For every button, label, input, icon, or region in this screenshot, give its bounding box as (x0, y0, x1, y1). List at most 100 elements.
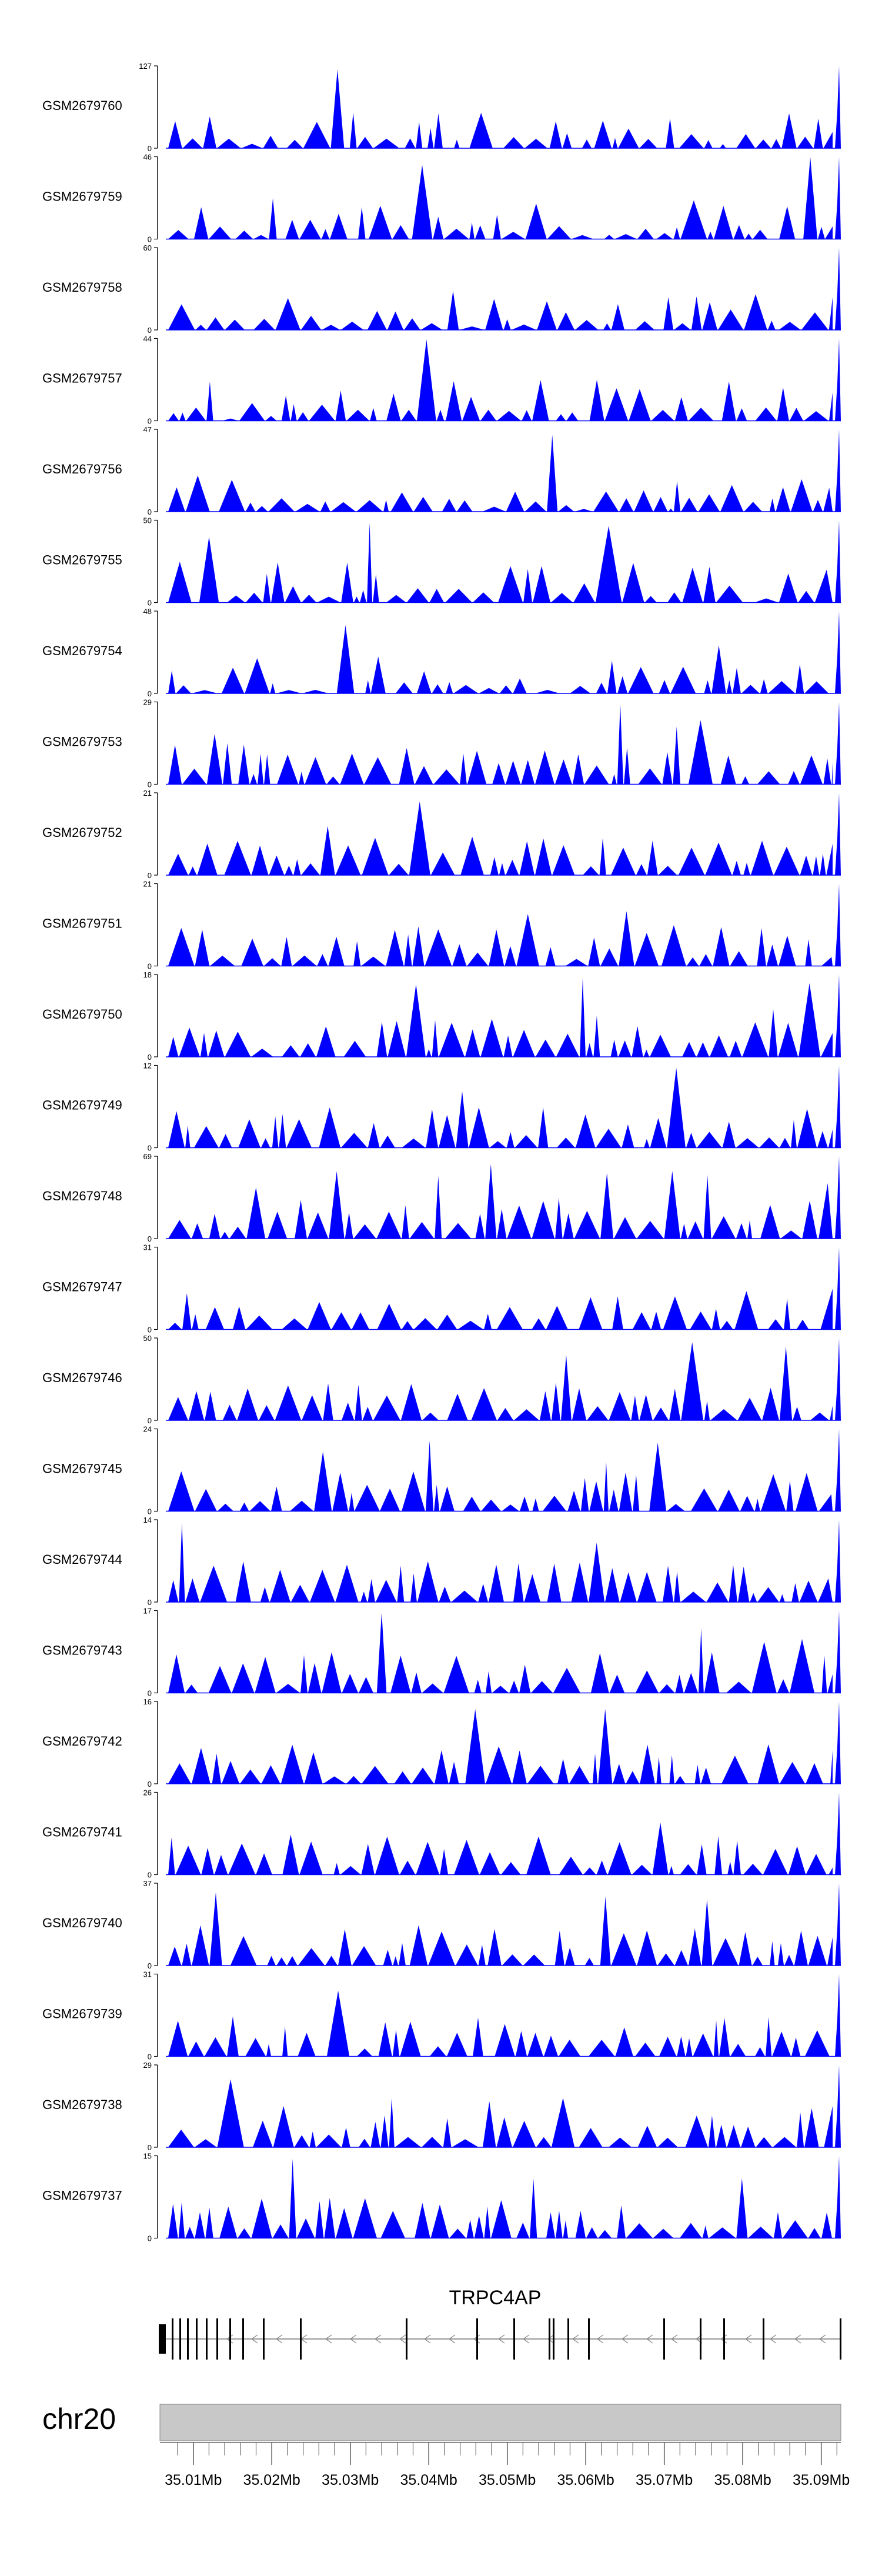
coverage-area (166, 2155, 841, 2238)
track-label: GSM2679746 (42, 1370, 122, 1385)
y-tick-label-max: 69 (143, 1152, 152, 1161)
track-label: GSM2679760 (42, 98, 122, 113)
gene-exon (229, 2318, 231, 2360)
strand-arrow-icon (596, 2334, 604, 2344)
strand-arrow-icon (497, 2334, 505, 2344)
y-tick-label-max: 46 (143, 153, 152, 162)
y-tick-label-min: 0 (148, 1234, 152, 1243)
genome-axis-tick-label: 35.04Mb (400, 2472, 457, 2488)
chromosome-ideogram (159, 2404, 841, 2441)
track-label: GSM2679755 (42, 553, 122, 568)
gene-exon (549, 2318, 550, 2360)
track-label: GSM2679743 (42, 1643, 122, 1658)
gene-exon (567, 2318, 569, 2360)
gene-exon (840, 2318, 841, 2360)
coverage-area (166, 702, 841, 785)
gene-exon (663, 2318, 665, 2360)
gene-exon (172, 2318, 173, 2360)
coverage-area (166, 1974, 841, 2057)
strand-arrow-icon (621, 2334, 629, 2344)
y-tick-label-max: 31 (143, 1970, 152, 1979)
gene-exon (476, 2318, 478, 2360)
coverage-area (166, 793, 841, 875)
y-tick-label-min: 0 (148, 417, 152, 426)
coverage-area (166, 1065, 841, 1148)
coverage-area (166, 611, 841, 693)
gene-exon (187, 2318, 189, 2360)
gene-exon (763, 2318, 764, 2360)
y-tick-label-min: 0 (148, 780, 152, 789)
y-tick-label-max: 12 (143, 1062, 152, 1070)
coverage-area (166, 520, 841, 603)
gene-exon (406, 2318, 407, 2360)
y-tick-label-max: 15 (143, 2152, 152, 2161)
y-tick-label-max: 127 (139, 62, 152, 71)
genome-axis-tick-label: 35.08Mb (714, 2472, 771, 2488)
y-tick-label-min: 0 (148, 2053, 152, 2061)
strand-arrow-icon (794, 2334, 801, 2344)
coverage-area (166, 1156, 841, 1239)
genome-axis-tick-label: 35.09Mb (793, 2472, 850, 2488)
y-tick-label-max: 37 (143, 1879, 152, 1888)
strand-arrow-icon (572, 2334, 579, 2344)
y-tick-label-min: 0 (148, 144, 152, 153)
track-label: GSM2679752 (42, 825, 122, 840)
gene-exon (179, 2318, 181, 2360)
track-label: GSM2679750 (42, 1007, 122, 1022)
track-label: GSM2679748 (42, 1189, 122, 1203)
y-tick-label-max: 50 (143, 516, 152, 525)
coverage-area (166, 1247, 841, 1330)
strand-arrow-icon (399, 2334, 406, 2344)
y-tick-label-min: 0 (148, 1871, 152, 1880)
gene-exon (263, 2318, 265, 2360)
coverage-area (166, 1338, 841, 1420)
y-tick-label-min: 0 (148, 1598, 152, 1607)
y-tick-label-max: 14 (143, 1516, 152, 1524)
strand-arrow-icon (250, 2334, 258, 2344)
coverage-area (166, 1610, 841, 1693)
strand-arrow-icon (423, 2334, 431, 2344)
gene-exon (588, 2318, 590, 2360)
chromosome-label: chr20 (42, 2403, 116, 2435)
y-tick-label-min: 0 (148, 1507, 152, 1516)
strand-arrow-icon (374, 2334, 382, 2344)
y-tick-label-max: 44 (143, 335, 152, 343)
strand-arrow-icon (522, 2334, 530, 2344)
genome-axis-tick-label: 35.06Mb (557, 2472, 614, 2488)
gene-exon (242, 2318, 244, 2360)
y-tick-label-max: 24 (143, 1425, 152, 1434)
strand-arrow-icon (448, 2334, 456, 2344)
genome-axis-tick-label: 35.03Mb (322, 2472, 379, 2488)
strand-arrow-icon (325, 2334, 332, 2344)
track-label: GSM2679741 (42, 1825, 122, 1840)
gene-exon (216, 2318, 218, 2360)
y-tick-label-max: 18 (143, 970, 152, 979)
track-label: GSM2679740 (42, 1916, 122, 1930)
genome-axis-tick-label: 35.02Mb (243, 2472, 300, 2488)
y-tick-label-max: 60 (143, 243, 152, 252)
coverage-area (166, 338, 841, 421)
gene-exon (206, 2318, 208, 2360)
y-tick-label-min: 0 (148, 1689, 152, 1698)
y-tick-label-min: 0 (148, 962, 152, 971)
genome-axis-tick-label: 35.05Mb (479, 2472, 536, 2488)
track-label: GSM2679753 (42, 735, 122, 749)
strand-arrow-icon (349, 2334, 357, 2344)
gene-exon (723, 2318, 725, 2360)
track-label: GSM2679749 (42, 1098, 122, 1113)
strand-arrow-icon (670, 2334, 678, 2344)
coverage-area (166, 156, 841, 239)
strand-arrow-icon (547, 2334, 554, 2344)
track-label: GSM2679751 (42, 916, 122, 931)
gene-exon (513, 2318, 515, 2360)
genome-axis-tick-label: 35.01Mb (165, 2472, 222, 2488)
strand-arrow-icon (818, 2334, 826, 2344)
gene-exon (300, 2318, 302, 2360)
gene-utr-block (159, 2324, 166, 2354)
strand-arrow-icon (275, 2334, 283, 2344)
gene-exon (700, 2318, 701, 2360)
y-tick-label-min: 0 (148, 599, 152, 608)
strand-arrow-icon (769, 2334, 777, 2344)
y-tick-label-max: 17 (143, 1607, 152, 1616)
